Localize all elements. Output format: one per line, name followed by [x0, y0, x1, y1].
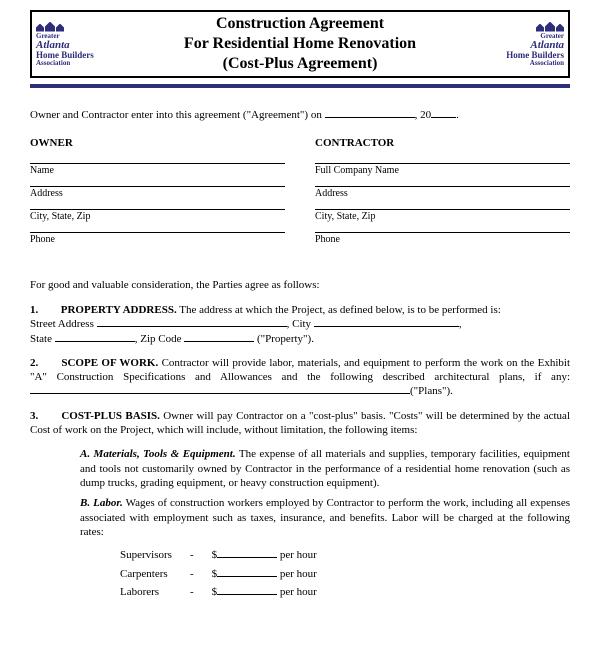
- intro-line: Owner and Contractor enter into this agr…: [30, 108, 570, 121]
- intro-suffix: .: [456, 109, 459, 121]
- title-line2: For Residential Home Renovation: [126, 34, 474, 54]
- rate-role-1: Carpenters: [112, 566, 180, 583]
- title-block: Construction Agreement For Residential H…: [126, 14, 474, 74]
- zip-blank[interactable]: [184, 332, 254, 342]
- contractor-address-field[interactable]: Address: [315, 186, 570, 199]
- rate-row-laborers: Laborers - $ per hour: [112, 584, 325, 601]
- logo-mid-r: Atlanta: [530, 40, 564, 51]
- intro-mid: , 20: [415, 109, 432, 121]
- rate-role-0: Supervisors: [112, 547, 180, 564]
- rate-dash-0: -: [182, 547, 202, 564]
- clause3-title: COST-PLUS BASIS.: [61, 410, 160, 422]
- subB-body: Wages of construction workers employed b…: [80, 497, 570, 538]
- rate-row-carpenters: Carpenters - $ per hour: [112, 566, 325, 583]
- contractor-phone-field[interactable]: Phone: [315, 232, 570, 245]
- consideration-text: For good and valuable consideration, the…: [30, 279, 570, 291]
- rate-row-supervisors: Supervisors - $ per hour: [112, 547, 325, 564]
- clause2-title: SCOPE OF WORK.: [61, 357, 158, 369]
- intro-date-blank[interactable]: [325, 108, 415, 118]
- rate-suffix-2: per hour: [277, 586, 317, 598]
- logo-bot: Association: [36, 60, 126, 67]
- clause2-num: 2.: [30, 356, 58, 370]
- owner-address-field[interactable]: Address: [30, 186, 285, 199]
- rate-suffix-0: per hour: [277, 549, 317, 561]
- clause-2: 2. SCOPE OF WORK. Contractor will provid…: [30, 356, 570, 399]
- clause-3: 3. COST-PLUS BASIS. Owner will pay Contr…: [30, 409, 570, 438]
- logo-mid: Atlanta: [36, 40, 126, 51]
- subA-title: A. Materials, Tools & Equipment.: [80, 448, 236, 460]
- clause1-l3c: ("Property").: [254, 333, 314, 345]
- rate-blank-2[interactable]: [217, 585, 277, 595]
- city-blank[interactable]: [314, 317, 459, 327]
- rate-blank-1[interactable]: [217, 567, 277, 577]
- clause1-l2b: , City: [287, 318, 314, 330]
- owner-column: OWNER Name Address City, State, Zip Phon…: [30, 137, 285, 255]
- header-box: Greater Atlanta Home Builders Associatio…: [30, 10, 570, 78]
- logo-bot-r: Association: [530, 60, 564, 67]
- logo-left: Greater Atlanta Home Builders Associatio…: [36, 24, 126, 64]
- clause1-title: PROPERTY ADDRESS.: [61, 304, 177, 316]
- owner-csz-field[interactable]: City, State, Zip: [30, 209, 285, 222]
- intro-year-blank[interactable]: [431, 108, 456, 118]
- clause3-num: 3.: [30, 409, 58, 423]
- plans-blank[interactable]: [30, 384, 410, 394]
- logo-houses-r: [536, 22, 564, 32]
- owner-phone-field[interactable]: Phone: [30, 232, 285, 245]
- subB-title: B. Labor.: [80, 497, 123, 509]
- state-blank[interactable]: [55, 332, 135, 342]
- contractor-column: CONTRACTOR Full Company Name Address Cit…: [315, 137, 570, 255]
- contractor-name-field[interactable]: Full Company Name: [315, 163, 570, 176]
- clause1-t0: The address at which the Project, as def…: [177, 304, 501, 316]
- intro-prefix: Owner and Contractor enter into this agr…: [30, 109, 325, 121]
- clause2-tail: ("Plans").: [410, 385, 453, 397]
- contractor-csz-field[interactable]: City, State, Zip: [315, 209, 570, 222]
- title-line3: (Cost-Plus Agreement): [126, 54, 474, 74]
- rate-role-2: Laborers: [112, 584, 180, 601]
- logo-right: Greater Atlanta Home Builders Associatio…: [474, 24, 564, 64]
- clause1-l2a: Street Address: [30, 318, 97, 330]
- rate-suffix-1: per hour: [277, 568, 317, 580]
- rate-blank-0[interactable]: [217, 548, 277, 558]
- street-blank[interactable]: [97, 317, 287, 327]
- rates-table: Supervisors - $ per hour Carpenters - $ …: [110, 545, 327, 603]
- blue-rule: [30, 84, 570, 88]
- clause1-l3b: , Zip Code: [135, 333, 185, 345]
- clause1-num: 1.: [30, 303, 58, 317]
- rate-dash-1: -: [182, 566, 202, 583]
- owner-head: OWNER: [30, 137, 285, 149]
- sub-b: B. Labor. Wages of construction workers …: [80, 496, 570, 539]
- rate-dash-2: -: [182, 584, 202, 601]
- title-line1: Construction Agreement: [126, 14, 474, 34]
- clause1-l3a: State: [30, 333, 55, 345]
- parties-columns: OWNER Name Address City, State, Zip Phon…: [30, 137, 570, 255]
- sub-a: A. Materials, Tools & Equipment. The exp…: [80, 447, 570, 490]
- logo-houses: [36, 22, 126, 32]
- clause-1: 1. PROPERTY ADDRESS. The address at whic…: [30, 303, 570, 346]
- contractor-head: CONTRACTOR: [315, 137, 570, 149]
- owner-name-field[interactable]: Name: [30, 163, 285, 176]
